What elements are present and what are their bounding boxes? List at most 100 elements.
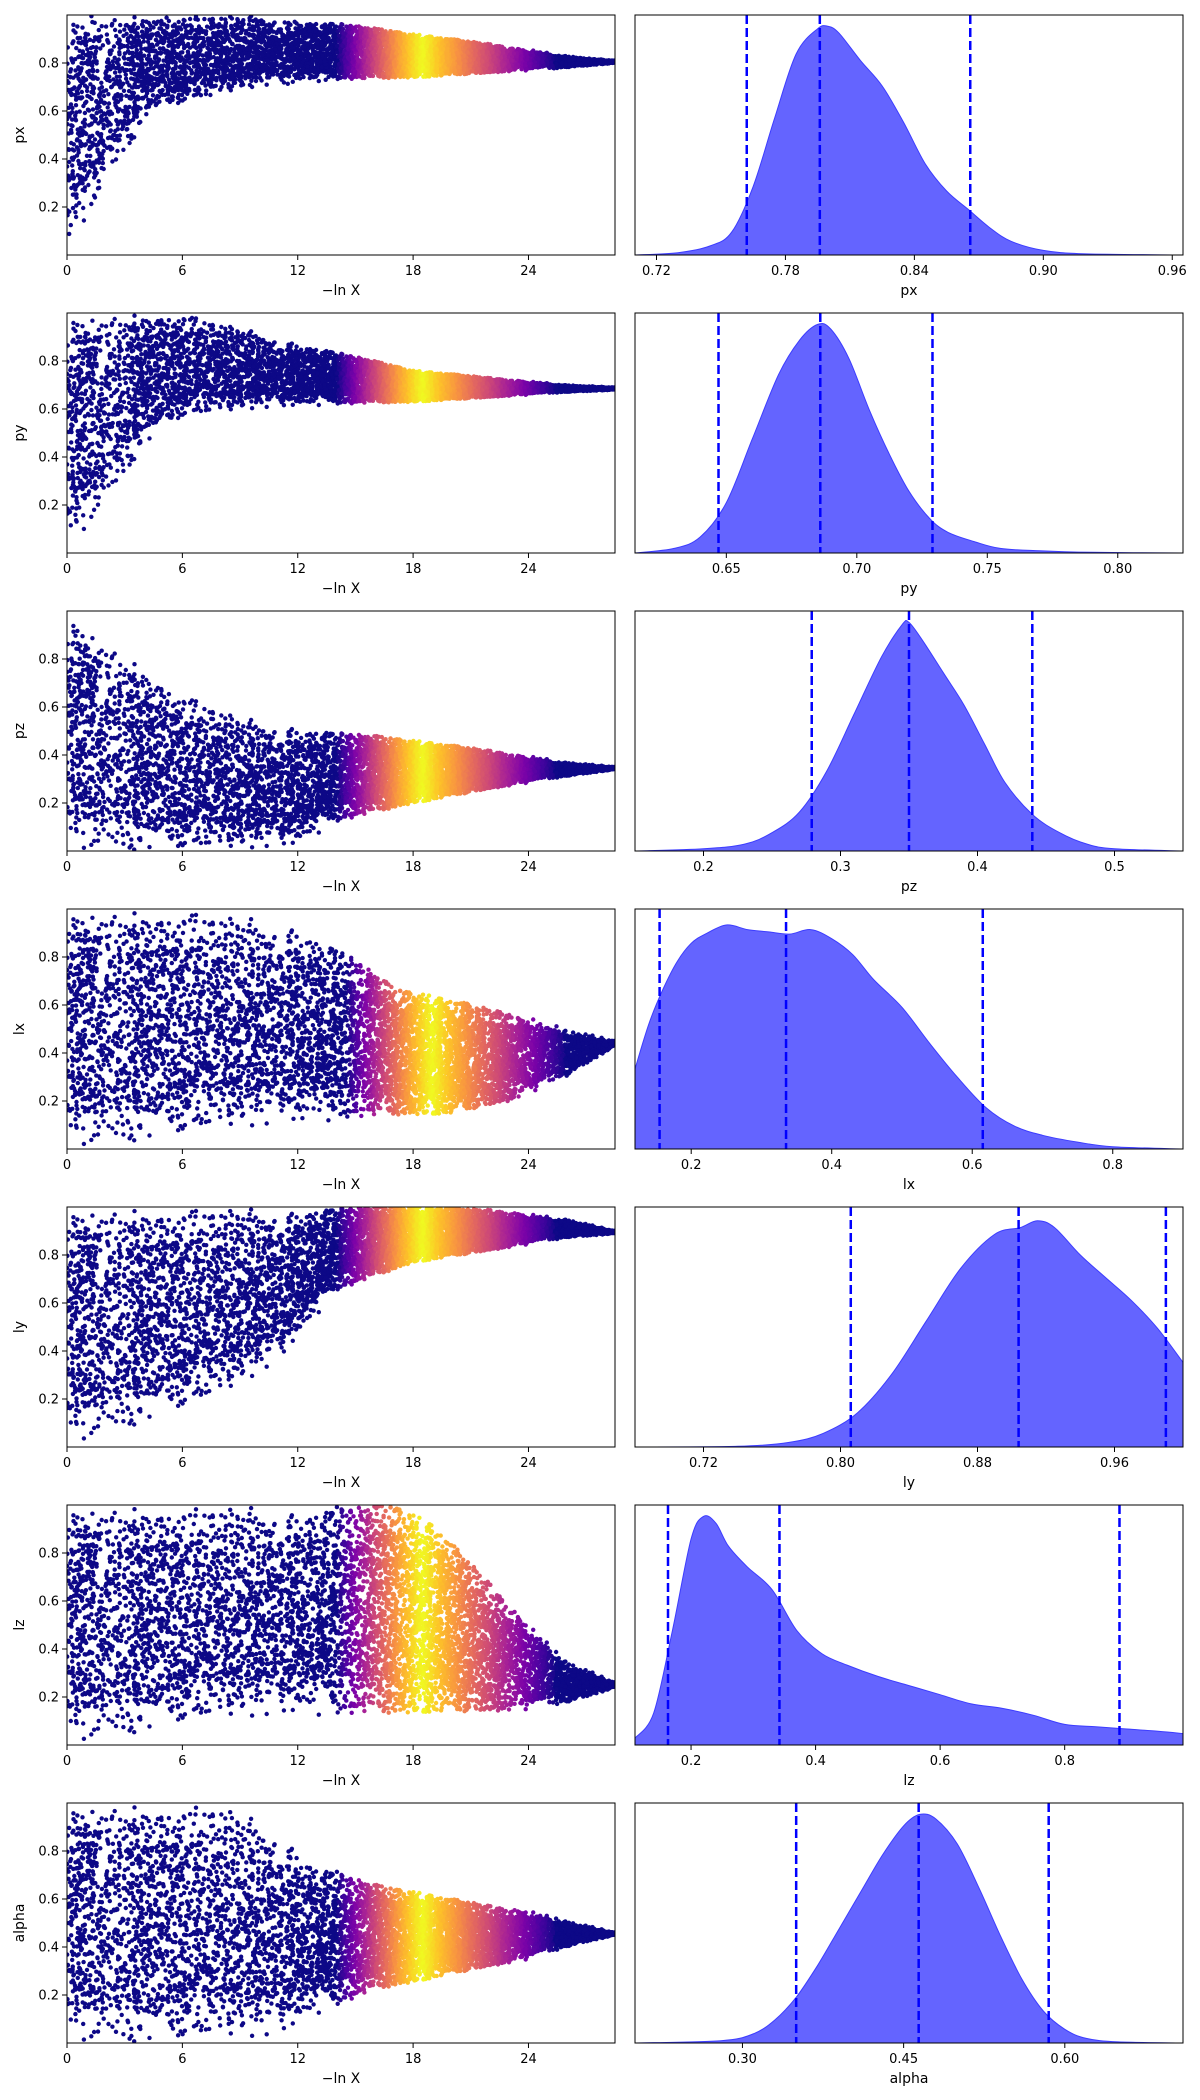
- sample-point: [104, 117, 109, 123]
- sample-point: [264, 64, 269, 69]
- sample-point: [108, 122, 113, 127]
- scatter-points: [67, 15, 615, 237]
- sample-point: [173, 66, 178, 71]
- sample-point: [73, 214, 79, 220]
- sample-point: [250, 25, 255, 30]
- sample-point: [89, 15, 94, 19]
- sample-point: [80, 187, 85, 193]
- sample-point: [74, 153, 80, 158]
- sample-point: [82, 110, 88, 116]
- sample-point: [183, 70, 188, 76]
- sample-point: [158, 50, 164, 55]
- sample-point: [230, 66, 235, 72]
- sample-point: [286, 26, 291, 32]
- sample-point: [207, 51, 213, 56]
- sample-point: [268, 44, 273, 49]
- sample-point: [246, 66, 251, 72]
- sample-point: [227, 50, 232, 56]
- sample-point: [169, 54, 175, 59]
- sample-point: [129, 41, 134, 46]
- sample-point: [140, 61, 145, 66]
- sample-point: [219, 16, 224, 21]
- sample-point: [74, 45, 79, 51]
- sample-point: [180, 98, 185, 103]
- sample-point: [114, 60, 120, 65]
- sample-point: [112, 55, 117, 60]
- sample-point: [130, 44, 136, 49]
- sample-point: [134, 77, 139, 82]
- sample-point: [144, 103, 150, 109]
- sample-point: [187, 16, 193, 22]
- sample-point: [235, 17, 240, 22]
- sample-point: [120, 81, 126, 86]
- sample-point: [306, 54, 311, 59]
- sample-point: [76, 65, 81, 70]
- sample-point: [184, 59, 189, 64]
- sample-point: [94, 98, 99, 104]
- sample-point: [300, 38, 305, 44]
- sample-point: [80, 49, 86, 54]
- sample-point: [89, 121, 94, 126]
- sample-point: [141, 87, 147, 93]
- sample-point: [164, 15, 169, 20]
- sample-point: [114, 119, 120, 124]
- sample-point: [115, 127, 121, 132]
- sample-point: [69, 58, 75, 63]
- sample-point: [76, 158, 81, 164]
- sample-point: [317, 31, 323, 36]
- sample-point: [191, 76, 196, 82]
- sample-point: [186, 76, 191, 81]
- sample-point: [210, 20, 216, 25]
- sample-point: [103, 112, 108, 117]
- sample-point: [181, 45, 187, 51]
- sample-point: [118, 22, 123, 28]
- sample-point: [274, 41, 280, 46]
- sample-point: [280, 33, 285, 38]
- sample-point: [244, 47, 249, 52]
- sample-point: [85, 61, 91, 67]
- sample-point: [255, 36, 261, 41]
- sample-point: [124, 93, 129, 99]
- sample-point: [125, 126, 130, 132]
- sample-point: [176, 19, 181, 25]
- sample-point: [101, 166, 106, 172]
- sample-point: [73, 113, 78, 118]
- sample-point: [269, 65, 274, 70]
- sample-point: [151, 25, 156, 30]
- sample-point: [223, 33, 228, 38]
- sample-point: [73, 210, 78, 215]
- sample-point: [217, 58, 223, 63]
- sample-point: [87, 146, 92, 152]
- sample-point: [80, 56, 86, 61]
- sample-point: [175, 30, 181, 36]
- sample-point: [95, 186, 101, 191]
- sample-point: [156, 58, 161, 63]
- sample-point: [71, 28, 76, 33]
- sample-point: [228, 46, 234, 52]
- sample-point: [85, 107, 91, 112]
- sample-point: [201, 60, 206, 65]
- sample-point: [112, 18, 117, 23]
- sample-point: [69, 155, 75, 161]
- sample-point: [249, 78, 254, 84]
- sample-point: [131, 36, 137, 41]
- sample-point: [123, 76, 129, 81]
- sample-point: [127, 104, 132, 110]
- sample-point: [210, 30, 216, 36]
- sample-point: [247, 33, 252, 38]
- sample-point: [243, 36, 248, 41]
- sample-point: [218, 34, 223, 39]
- sample-point: [179, 92, 185, 98]
- sample-point: [84, 85, 90, 90]
- sample-point: [108, 67, 113, 72]
- sample-point: [81, 129, 86, 134]
- sample-point: [94, 143, 99, 148]
- sample-point: [243, 39, 248, 45]
- sample-point: [284, 51, 290, 57]
- sample-point: [249, 84, 255, 90]
- sample-point: [214, 69, 220, 75]
- sample-point: [158, 75, 163, 80]
- sample-point: [88, 153, 93, 159]
- sample-point: [226, 82, 231, 87]
